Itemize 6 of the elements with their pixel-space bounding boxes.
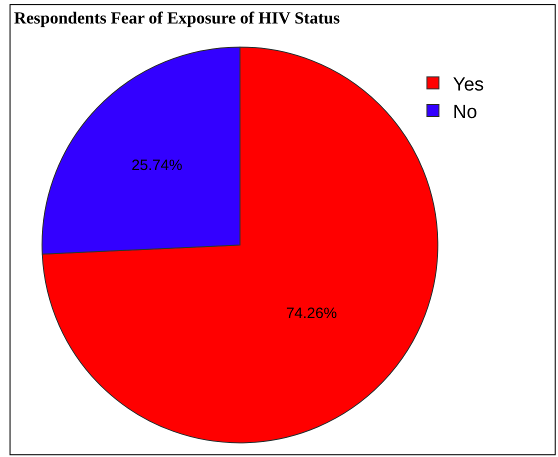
pie-slice bbox=[42, 46, 438, 444]
chart-title: Respondents Fear of Exposure of HIV Status bbox=[14, 8, 340, 28]
data-label: 25.74% bbox=[131, 157, 182, 174]
legend-label: No bbox=[452, 102, 478, 123]
data-label: 74.26% bbox=[286, 304, 337, 322]
legend-label: Yes bbox=[452, 74, 484, 96]
